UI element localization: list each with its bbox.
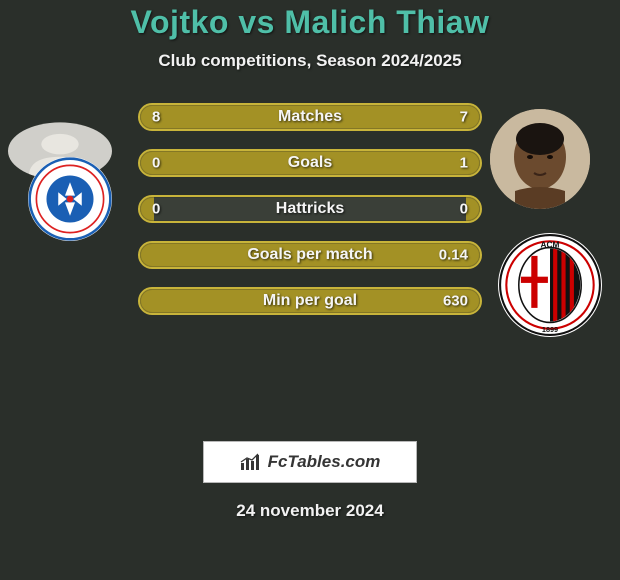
left-segment [140,243,154,267]
subtitle: Club competitions, Season 2024/2025 [0,51,620,71]
stat-row-goals-per-match: Goals per match 0.14 [138,241,482,269]
right-value: 630 [443,293,468,310]
slovan-badge-icon [28,157,112,241]
bar-chart-icon [240,453,262,471]
player2-club-badge: ACM 1899 [498,233,602,337]
comparison-stage: ACM 1899 8 Matches 7 0 Goals 1 0 Hattricks 0 Goal… [0,95,620,435]
right-value: 0.14 [439,247,468,264]
left-value: 0 [152,155,160,172]
stat-row-hattricks: 0 Hattricks 0 [138,195,482,223]
stat-label: Matches [278,108,342,126]
right-value: 7 [460,109,468,126]
stat-row-goals: 0 Goals 1 [138,149,482,177]
brand-label: FcTables.com [268,452,381,472]
left-value: 8 [152,109,160,126]
stat-label: Goals per match [247,246,372,264]
stat-label: Hattricks [276,200,344,218]
player2-portrait [490,109,590,209]
stat-bars: 8 Matches 7 0 Goals 1 0 Hattricks 0 Goals per mat… [138,103,482,333]
stat-label: Goals [288,154,332,172]
acmilan-badge-icon: ACM 1899 [498,233,602,337]
player2-face-icon [490,109,590,209]
stat-row-matches: 8 Matches 7 [138,103,482,131]
left-value: 0 [152,201,160,218]
left-segment [140,289,154,313]
brand-box: FcTables.com [203,441,417,483]
page-title: Vojtko vs Malich Thiaw [0,4,620,41]
date-label: 24 november 2024 [0,501,620,521]
svg-text:1899: 1899 [542,325,558,334]
stat-row-min-per-goal: Min per goal 630 [138,287,482,315]
svg-text:ACM: ACM [541,240,560,250]
player1-club-badge [28,157,112,241]
right-value: 0 [460,201,468,218]
stat-label: Min per goal [263,292,357,310]
right-segment [466,197,480,221]
right-value: 1 [460,155,468,172]
right-segment [320,105,480,129]
